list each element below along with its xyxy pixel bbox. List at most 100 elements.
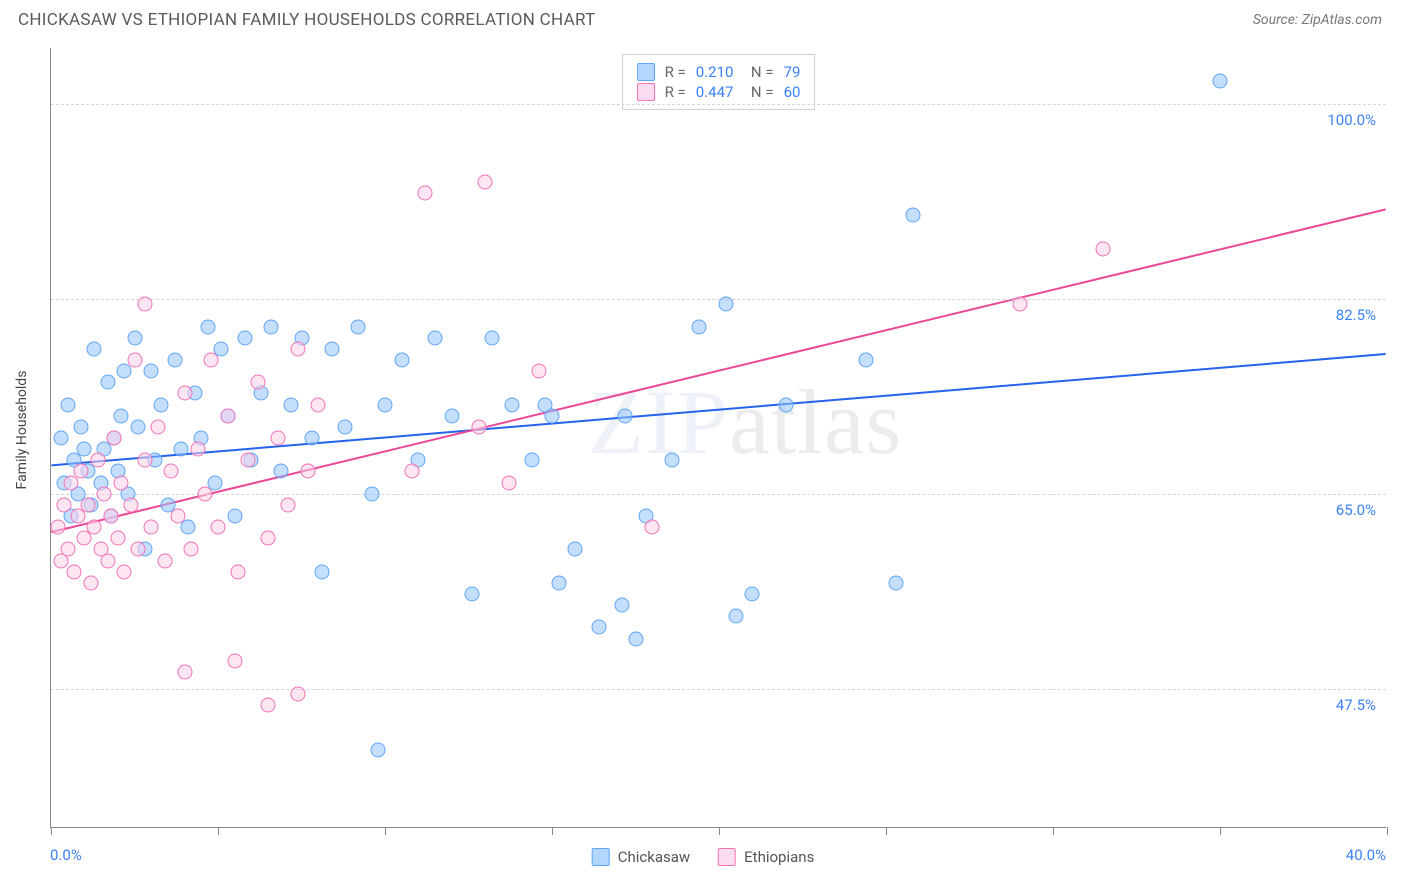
x-tick <box>51 827 52 835</box>
data-point <box>50 520 65 535</box>
data-point <box>130 419 145 434</box>
data-point <box>60 397 75 412</box>
data-point <box>137 297 152 312</box>
data-point <box>618 408 633 423</box>
data-point <box>291 341 306 356</box>
data-point <box>464 587 479 602</box>
legend-label-ethiopians: Ethiopians <box>744 848 814 866</box>
x-max-label: 40.0% <box>1346 846 1386 864</box>
data-point <box>371 743 386 758</box>
data-point <box>364 486 379 501</box>
data-point <box>531 364 546 379</box>
x-tick <box>552 827 553 835</box>
x-tick <box>1220 827 1221 835</box>
n-value-ethiopians: 60 <box>784 83 801 101</box>
scatter-chart: ZIPatlas R = 0.210 N = 79 R = 0.447 N = … <box>50 48 1386 828</box>
data-point <box>1213 74 1228 89</box>
data-point <box>394 353 409 368</box>
r-label: R = <box>665 63 686 81</box>
data-point <box>154 397 169 412</box>
source-attribution: Source: ZipAtlas.com <box>1253 12 1382 28</box>
y-tick-label: 65.0% <box>1336 501 1376 519</box>
data-point <box>170 509 185 524</box>
data-point <box>615 598 630 613</box>
r-value-chickasaw: 0.210 <box>696 63 734 81</box>
data-point <box>251 375 266 390</box>
data-point <box>90 453 105 468</box>
data-point <box>691 319 706 334</box>
x-min-label: 0.0% <box>50 846 82 864</box>
data-point <box>351 319 366 334</box>
y-tick-label: 82.5% <box>1336 306 1376 324</box>
data-point <box>264 319 279 334</box>
data-point <box>444 408 459 423</box>
data-point <box>1012 297 1027 312</box>
gridline-h <box>51 494 1386 495</box>
r-value-ethiopians: 0.447 <box>696 83 734 101</box>
data-point <box>164 464 179 479</box>
data-point <box>144 520 159 535</box>
data-point <box>337 419 352 434</box>
data-point <box>304 431 319 446</box>
n-value-chickasaw: 79 <box>784 63 801 81</box>
data-point <box>137 453 152 468</box>
data-point <box>150 419 165 434</box>
x-tick <box>886 827 887 835</box>
data-point <box>190 442 205 457</box>
data-point <box>778 397 793 412</box>
data-point <box>665 453 680 468</box>
trend-line <box>51 354 1385 465</box>
data-point <box>197 486 212 501</box>
x-tick <box>385 827 386 835</box>
data-point <box>281 497 296 512</box>
data-point <box>114 408 129 423</box>
x-tick <box>1053 827 1054 835</box>
data-point <box>227 653 242 668</box>
data-point <box>177 386 192 401</box>
gridline-h <box>51 689 1386 690</box>
watermark-part2: atlas <box>729 371 903 473</box>
y-tick-label: 100.0% <box>1327 111 1376 129</box>
swatch-pink <box>718 848 736 866</box>
legend-row-chickasaw: R = 0.210 N = 79 <box>637 63 801 81</box>
data-point <box>271 431 286 446</box>
data-point <box>858 353 873 368</box>
data-point <box>645 520 660 535</box>
data-point <box>114 475 129 490</box>
data-point <box>404 464 419 479</box>
data-point <box>110 531 125 546</box>
trend-line <box>51 209 1385 532</box>
data-point <box>261 698 276 713</box>
data-point <box>524 453 539 468</box>
data-point <box>74 464 89 479</box>
data-point <box>274 464 289 479</box>
data-point <box>87 520 102 535</box>
data-point <box>471 419 486 434</box>
data-point <box>324 341 339 356</box>
data-point <box>428 330 443 345</box>
x-tick <box>1387 827 1388 835</box>
data-point <box>100 375 115 390</box>
watermark-part1: ZIP <box>588 371 729 473</box>
x-tick <box>218 827 219 835</box>
source-prefix: Source: <box>1253 12 1302 28</box>
legend-row-ethiopians: R = 0.447 N = 60 <box>637 83 801 101</box>
data-point <box>127 330 142 345</box>
y-tick-label: 47.5% <box>1336 696 1376 714</box>
legend-label-chickasaw: Chickasaw <box>618 848 690 866</box>
data-point <box>301 464 316 479</box>
data-point <box>291 687 306 702</box>
legend-item-ethiopians: Ethiopians <box>718 848 814 866</box>
data-point <box>211 520 226 535</box>
data-point <box>104 509 119 524</box>
data-point <box>745 587 760 602</box>
data-point <box>501 475 516 490</box>
data-point <box>184 542 199 557</box>
data-point <box>568 542 583 557</box>
data-point <box>100 553 115 568</box>
data-point <box>167 353 182 368</box>
data-point <box>157 553 172 568</box>
data-point <box>231 564 246 579</box>
data-point <box>84 575 99 590</box>
gridline-h <box>51 104 1386 105</box>
